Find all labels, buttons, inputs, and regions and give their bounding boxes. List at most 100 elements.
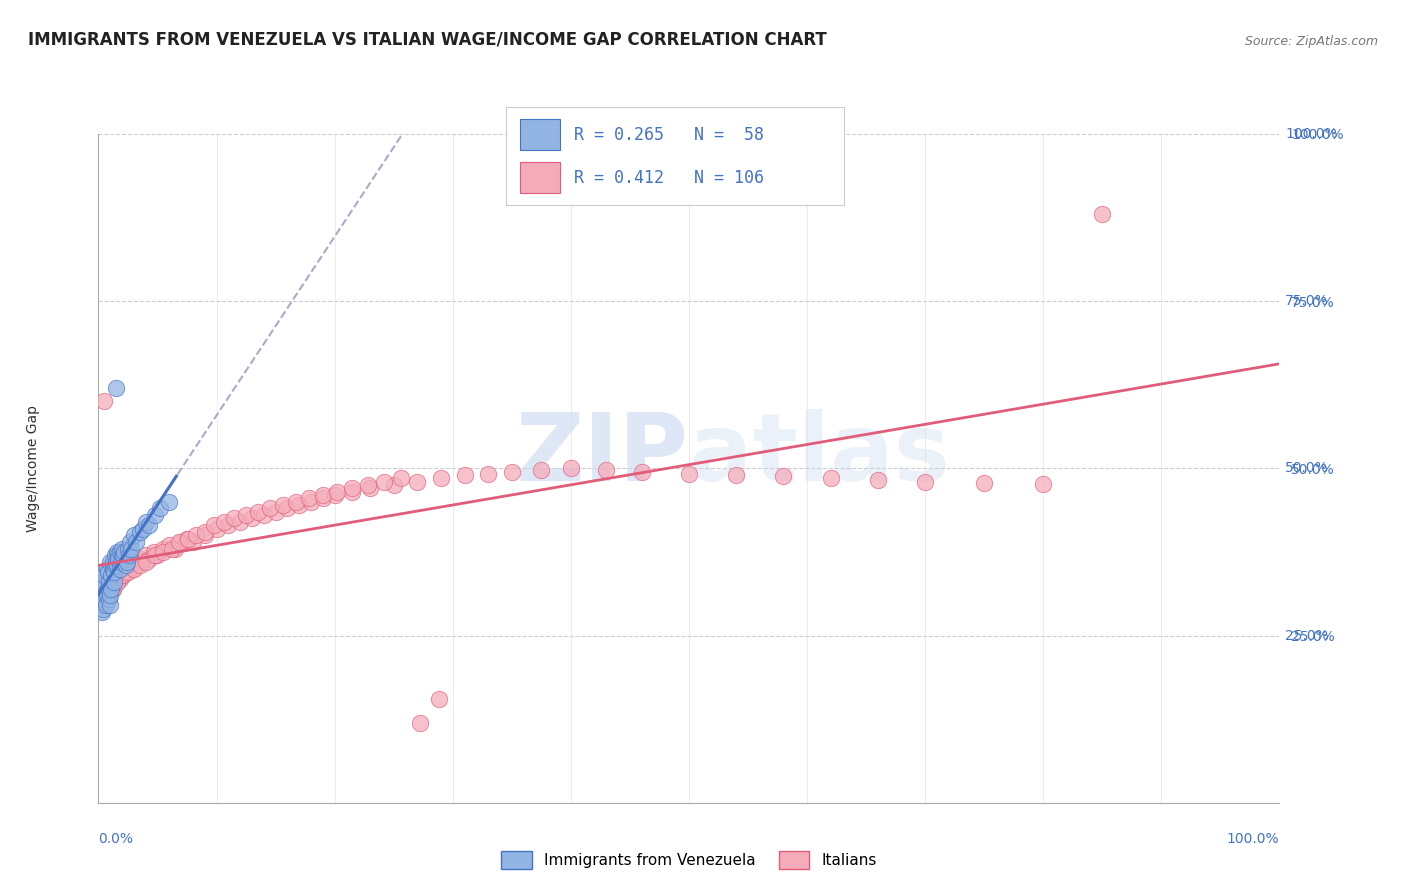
Point [93, 578, 115, 592]
Bar [520, 119, 560, 150]
Point [408, 715, 430, 730]
Point [103, 575, 125, 590]
Point [117, 562, 139, 576]
Point [105, 558, 128, 573]
Point [246, 505, 269, 519]
Point [104, 548, 127, 563]
Point [181, 535, 204, 549]
Point [111, 541, 134, 556]
Point [125, 535, 148, 549]
Point [382, 478, 405, 492]
Text: R = 0.265   N =  58: R = 0.265 N = 58 [574, 126, 763, 144]
Point [271, 498, 294, 512]
Point [772, 469, 794, 483]
Point [94, 585, 117, 599]
Point [630, 465, 652, 479]
Point [312, 488, 335, 502]
Point [326, 484, 349, 499]
Point [127, 558, 149, 573]
Point [97, 565, 120, 579]
Point [96, 562, 118, 576]
Point [235, 508, 257, 523]
Point [276, 501, 298, 516]
Point [678, 467, 700, 481]
Point [157, 494, 180, 508]
Point [91, 575, 114, 590]
Point [93, 568, 115, 582]
Point [501, 465, 523, 479]
Point [114, 558, 136, 573]
Point [143, 508, 166, 523]
Point [359, 482, 381, 496]
Point [389, 471, 412, 485]
Point [342, 482, 364, 496]
Point [229, 515, 252, 529]
Point [90, 599, 112, 613]
Point [167, 535, 190, 549]
Point [152, 545, 174, 559]
Point [101, 555, 124, 569]
Point [110, 555, 132, 569]
Point [152, 541, 174, 556]
Point [97, 589, 120, 603]
Point [477, 467, 499, 481]
Point [122, 562, 145, 576]
Point [108, 572, 131, 586]
Point [91, 585, 114, 599]
Point [90, 589, 112, 603]
Point [101, 582, 124, 596]
Point [120, 558, 142, 573]
Point [212, 515, 235, 529]
Point [240, 511, 263, 525]
Point [176, 532, 198, 546]
Point [100, 568, 122, 582]
Point [128, 524, 150, 539]
Point [124, 555, 146, 569]
Point [117, 565, 139, 579]
Point [170, 535, 193, 549]
Point [177, 532, 200, 546]
Point [105, 381, 128, 395]
Point [264, 505, 287, 519]
Point [105, 555, 128, 569]
Text: ZIP: ZIP [516, 409, 689, 501]
Point [96, 582, 118, 596]
Point [138, 518, 160, 533]
Point [118, 548, 141, 563]
Point [91, 591, 114, 606]
Point [112, 568, 135, 582]
Point [121, 541, 143, 556]
Text: 75.0%: 75.0% [1285, 294, 1329, 308]
Text: 100.0%: 100.0% [1227, 832, 1279, 846]
Point [91, 605, 114, 619]
Point [101, 562, 124, 576]
Point [973, 476, 995, 491]
Point [108, 562, 131, 576]
Point [94, 595, 117, 609]
Point [96, 589, 118, 603]
Point [1032, 477, 1054, 491]
Point [105, 572, 128, 586]
Point [142, 545, 165, 559]
Point [107, 568, 129, 582]
Point [91, 602, 114, 616]
Point [299, 494, 322, 508]
Text: 100.0%: 100.0% [1285, 127, 1339, 141]
Point [114, 565, 136, 579]
Point [90, 599, 112, 613]
Point [111, 568, 134, 582]
Point [194, 528, 217, 542]
Point [105, 545, 128, 559]
Point [725, 468, 748, 483]
Point [98, 578, 121, 592]
Legend: Immigrants from Venezuela, Italians: Immigrants from Venezuela, Italians [495, 845, 883, 875]
Text: atlas: atlas [689, 409, 950, 501]
Point [914, 475, 936, 489]
Point [530, 463, 553, 477]
Point [103, 578, 125, 592]
Point [98, 599, 121, 613]
Point [104, 575, 127, 590]
Point [427, 692, 450, 706]
Point [97, 582, 120, 596]
Point [128, 558, 150, 573]
